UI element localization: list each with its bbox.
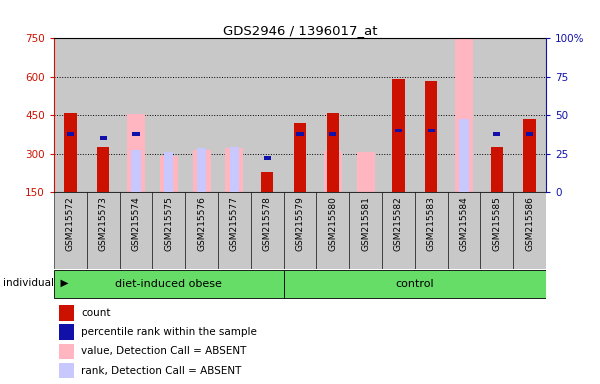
Bar [67,132,74,136]
Text: count: count [81,308,110,318]
Bar [59,324,74,340]
Bar [316,38,349,192]
Bar [59,305,74,321]
Bar [523,119,536,192]
Bar [185,192,218,269]
Title: GDS2946 / 1396017_at: GDS2946 / 1396017_at [223,24,377,37]
Bar [356,152,374,192]
Bar [133,132,140,136]
Text: GSM215581: GSM215581 [361,196,370,251]
Bar [349,192,382,269]
Bar [382,38,415,192]
Bar [455,38,473,192]
Bar [329,132,337,136]
Text: GSM215576: GSM215576 [197,196,206,251]
Bar [226,149,244,192]
Bar [54,270,284,298]
Text: GSM215580: GSM215580 [328,196,337,251]
Bar [392,79,404,192]
Bar [415,192,448,269]
Bar [230,147,239,192]
Bar [152,192,185,269]
Text: control: control [395,278,434,288]
Bar [127,114,145,192]
Bar [525,147,534,192]
Bar [448,192,481,269]
Bar [218,192,251,269]
Text: GSM215582: GSM215582 [394,196,403,251]
Bar [64,113,77,192]
Text: percentile rank within the sample: percentile rank within the sample [81,327,257,337]
Bar [395,129,402,132]
Bar [316,192,349,269]
Bar [160,156,178,192]
Text: GSM215575: GSM215575 [164,196,173,251]
Bar [59,344,74,359]
Bar [425,81,437,192]
Text: GSM215583: GSM215583 [427,196,436,251]
Bar [251,192,284,269]
Bar [185,38,218,192]
Bar [526,132,533,136]
Bar [481,192,513,269]
Bar [349,38,382,192]
Text: GSM215585: GSM215585 [492,196,502,251]
Bar [481,38,513,192]
Text: GSM215573: GSM215573 [98,196,108,251]
Bar [491,147,503,192]
Bar [460,119,469,192]
Text: rank, Detection Call = ABSENT: rank, Detection Call = ABSENT [81,366,241,376]
Bar [97,147,109,192]
Bar [284,38,316,192]
Bar [427,119,436,192]
Bar [296,132,304,136]
Bar [87,38,119,192]
Bar [294,123,306,192]
Text: diet-induced obese: diet-induced obese [115,278,222,288]
Bar [87,192,119,269]
Bar [326,113,339,192]
Bar [119,192,152,269]
Bar [448,38,481,192]
Text: individual  ▶: individual ▶ [3,278,68,288]
Text: GSM215579: GSM215579 [296,196,305,251]
Bar [119,38,152,192]
Bar [284,270,546,298]
Bar [197,149,206,192]
Bar [59,363,74,378]
Bar [415,38,448,192]
Bar [54,192,87,269]
Bar [131,150,140,192]
Bar [513,38,546,192]
Bar [100,136,107,140]
Bar [152,38,185,192]
Text: GSM215586: GSM215586 [525,196,534,251]
Text: GSM215572: GSM215572 [66,196,75,251]
Bar [164,152,173,192]
Text: value, Detection Call = ABSENT: value, Detection Call = ABSENT [81,346,247,356]
Text: GSM215584: GSM215584 [460,196,469,251]
Text: GSM215574: GSM215574 [131,196,140,251]
Text: GSM215578: GSM215578 [263,196,272,251]
Bar [193,150,211,192]
Bar [493,132,500,136]
Bar [263,156,271,160]
Bar [284,192,316,269]
Bar [261,172,274,192]
Bar [382,192,415,269]
Text: GSM215577: GSM215577 [230,196,239,251]
Bar [513,192,546,269]
Bar [324,151,342,192]
Bar [428,129,435,132]
Bar [54,38,87,192]
Bar [251,38,284,192]
Bar [218,38,251,192]
